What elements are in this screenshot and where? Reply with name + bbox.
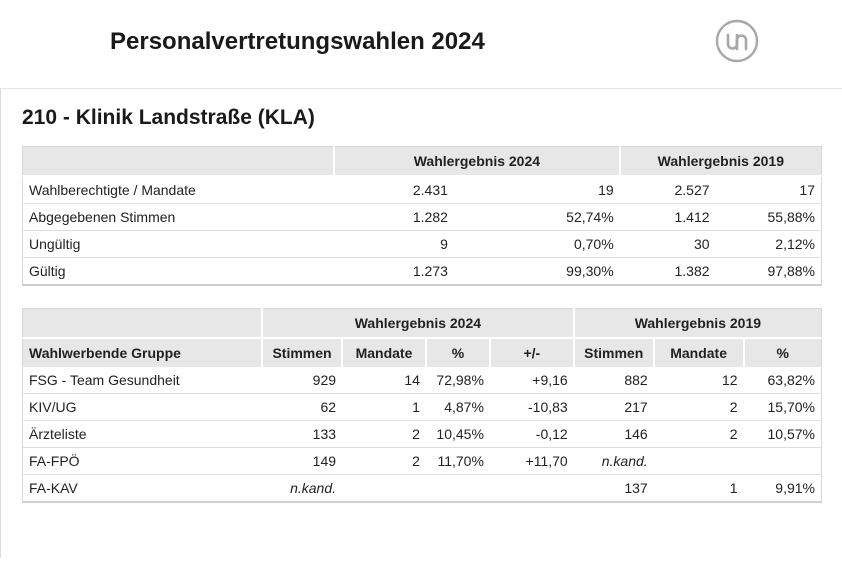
share-2019: 2,12% <box>715 230 822 258</box>
results-header-2024: Wahlergebnis 2024 <box>261 308 574 339</box>
table-row: Abgegebenen Stimmen 1.282 52,74% 1.412 55,88… <box>22 203 822 231</box>
pct-2019: 15,70% <box>743 393 822 421</box>
share-2024: 19 <box>453 176 620 204</box>
col-header-pct-2019: % <box>742 338 822 367</box>
value-2024: 1.273 <box>334 257 454 286</box>
value-2024: 1.282 <box>334 203 454 231</box>
share-2019: 97,88% <box>715 257 822 286</box>
value-2024: 9 <box>334 230 454 258</box>
stimmen-2019: 882 <box>573 367 654 394</box>
stimmen-2024: n.kand. <box>262 474 343 503</box>
pct-2024: 72,98% <box>425 367 490 394</box>
results-header-2019: Wahlergebnis 2019 <box>572 308 822 339</box>
group-name: KIV/UG <box>22 393 263 421</box>
col-header-group: Wahlwerbende Gruppe <box>22 338 263 367</box>
row-label: Ungültig <box>22 230 335 258</box>
pct-2019 <box>743 447 822 475</box>
mandate-2019: 2 <box>653 393 744 421</box>
stimmen-2019: 137 <box>573 474 654 503</box>
diff: -0,12 <box>489 420 574 448</box>
group-name: Ärzteliste <box>22 420 263 448</box>
value-2019: 1.412 <box>619 203 716 231</box>
un-logo-icon <box>715 19 759 63</box>
table-row: FA-FPÖ 149 2 11,70% +11,70 n.kand. <box>22 447 822 475</box>
share-2019: 17 <box>715 176 822 204</box>
col-header-pct-2024: % <box>424 338 490 367</box>
diff: +11,70 <box>489 447 574 475</box>
share-2024: 0,70% <box>453 230 620 258</box>
table-row: KIV/UG 62 1 4,87% -10,83 217 2 15,70% <box>22 393 822 421</box>
pct-2024: 10,45% <box>425 420 490 448</box>
diff: -10,83 <box>489 393 574 421</box>
pct-2024 <box>425 474 490 503</box>
page-left-border <box>0 88 1 558</box>
table-row: Ungültig 9 0,70% 30 2,12% <box>22 230 822 258</box>
col-header-mandate-2019: Mandate <box>652 338 744 367</box>
table-row: Wahlberechtigte / Mandate 2.431 19 2.527 17 <box>22 176 822 204</box>
diff <box>489 474 574 503</box>
value-2019: 30 <box>619 230 716 258</box>
value-2019: 2.527 <box>619 176 716 204</box>
mandate-2019: 2 <box>653 420 744 448</box>
summary-table: Wahlergebnis 2024 Wahlergebnis 2019 Wahl… <box>22 146 822 286</box>
table-row: Gültig 1.273 99,30% 1.382 97,88% <box>22 257 822 286</box>
stimmen-2024: 133 <box>262 420 343 448</box>
mandate-2024: 14 <box>342 367 426 394</box>
diff: +9,16 <box>489 367 574 394</box>
group-name: FA-KAV <box>22 474 263 503</box>
pct-2024: 11,70% <box>425 447 490 475</box>
results-header-empty <box>22 308 263 339</box>
row-label: Wahlberechtigte / Mandate <box>22 176 335 204</box>
stimmen-2019: 217 <box>573 393 654 421</box>
group-name: FA-FPÖ <box>22 447 263 475</box>
stimmen-2024: 929 <box>262 367 343 394</box>
stimmen-2019: 146 <box>573 420 654 448</box>
mandate-2024: 2 <box>342 447 426 475</box>
row-label: Gültig <box>22 257 335 286</box>
stimmen-2024: 62 <box>262 393 343 421</box>
pct-2019: 10,57% <box>743 420 822 448</box>
summary-header-2024: Wahlergebnis 2024 <box>333 146 620 177</box>
value-2024: 2.431 <box>334 176 454 204</box>
share-2019: 55,88% <box>715 203 822 231</box>
col-header-diff: +/- <box>488 338 574 367</box>
col-header-stimmen-2019: Stimmen <box>572 338 654 367</box>
group-name: FSG - Team Gesundheit <box>22 367 263 394</box>
mandate-2024: 2 <box>342 420 426 448</box>
stimmen-2024: 149 <box>262 447 343 475</box>
stimmen-2019: n.kand. <box>573 447 654 475</box>
pct-2019: 9,91% <box>743 474 822 503</box>
pct-2019: 63,82% <box>743 367 822 394</box>
page-header: Personalvertretungswahlen 2024 <box>0 0 842 88</box>
mandate-2024: 1 <box>342 393 426 421</box>
summary-header-empty <box>22 146 335 177</box>
table-row: Ärzteliste 133 2 10,45% -0,12 146 2 10,57% <box>22 420 822 448</box>
pct-2024: 4,87% <box>425 393 490 421</box>
share-2024: 99,30% <box>453 257 620 286</box>
results-table: Wahlergebnis 2024 Wahlergebnis 2019 Wahl… <box>22 308 822 503</box>
row-label: Abgegebenen Stimmen <box>22 203 335 231</box>
value-2019: 1.382 <box>619 257 716 286</box>
table-row: FSG - Team Gesundheit 929 14 72,98% +9,16 882… <box>22 367 822 394</box>
col-header-stimmen-2024: Stimmen <box>261 338 343 367</box>
mandate-2019: 1 <box>653 474 744 503</box>
section-title: 210 - Klinik Landstraße (KLA) <box>22 106 315 129</box>
mandate-2019: 12 <box>653 367 744 394</box>
page-title: Personalvertretungswahlen 2024 <box>110 28 485 55</box>
summary-header-2019: Wahlergebnis 2019 <box>618 146 822 177</box>
mandate-2019 <box>653 447 744 475</box>
share-2024: 52,74% <box>453 203 620 231</box>
mandate-2024 <box>342 474 426 503</box>
table-row: FA-KAV n.kand. 137 1 9,91% <box>22 474 822 503</box>
col-header-mandate-2024: Mandate <box>341 338 426 367</box>
header-divider <box>0 88 842 89</box>
